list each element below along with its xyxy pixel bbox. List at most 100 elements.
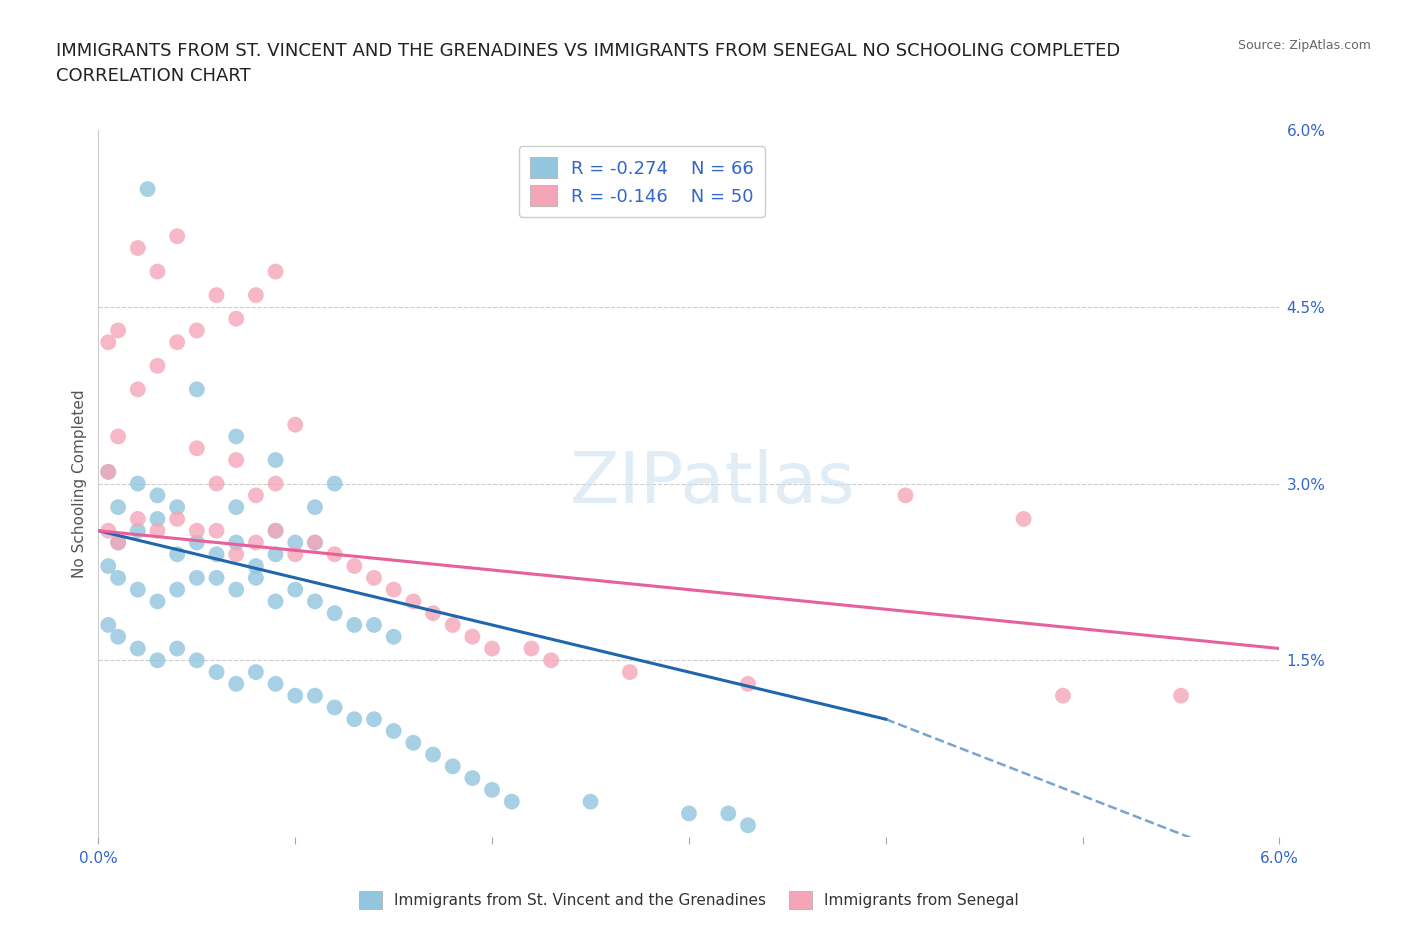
Point (343, 618, 366, 632)
Point (107, 630, 129, 644)
Point (245, 488, 267, 503)
Point (1052, 688, 1074, 703)
Point (304, 594, 326, 609)
Point (107, 499, 129, 514)
Point (186, 441, 208, 456)
Point (245, 570, 267, 585)
Point (304, 535, 326, 550)
Point (1170, 688, 1192, 703)
Point (146, 594, 169, 609)
Point (146, 524, 169, 538)
Point (97, 618, 120, 632)
Point (245, 287, 267, 302)
Point (127, 241, 149, 256)
Point (166, 582, 188, 597)
Point (146, 653, 169, 668)
Point (284, 582, 307, 597)
Point (717, 806, 740, 821)
Point (225, 429, 247, 444)
Point (166, 641, 188, 656)
Point (166, 547, 188, 562)
Point (107, 323, 129, 338)
Point (284, 418, 307, 432)
Point (264, 453, 287, 468)
Point (186, 323, 208, 338)
Point (382, 582, 405, 597)
Point (225, 535, 247, 550)
Point (127, 476, 149, 491)
Point (136, 181, 159, 196)
Y-axis label: No Schooling Completed: No Schooling Completed (72, 390, 87, 578)
Point (205, 570, 228, 585)
Point (323, 700, 346, 715)
Point (304, 499, 326, 514)
Point (363, 570, 385, 585)
Point (205, 476, 228, 491)
Point (264, 547, 287, 562)
Text: Source: ZipAtlas.com: Source: ZipAtlas.com (1237, 39, 1371, 52)
Point (186, 382, 208, 397)
Point (402, 736, 425, 751)
Point (225, 312, 247, 326)
Point (264, 476, 287, 491)
Point (245, 535, 267, 550)
Point (363, 618, 385, 632)
Point (127, 512, 149, 526)
Point (146, 488, 169, 503)
Point (127, 641, 149, 656)
Point (264, 676, 287, 691)
Point (186, 524, 208, 538)
Point (225, 453, 247, 468)
Point (97, 464, 120, 479)
Point (186, 653, 208, 668)
Point (894, 488, 917, 503)
Point (619, 665, 641, 680)
Point (284, 688, 307, 703)
Point (205, 547, 228, 562)
Point (264, 264, 287, 279)
Text: ZIPatlas: ZIPatlas (569, 449, 855, 518)
Point (97, 524, 120, 538)
Point (107, 429, 129, 444)
Point (146, 358, 169, 373)
Point (205, 524, 228, 538)
Point (323, 476, 346, 491)
Point (461, 771, 484, 786)
Point (225, 499, 247, 514)
Point (166, 335, 188, 350)
Legend: Immigrants from St. Vincent and the Grenadines, Immigrants from Senegal: Immigrants from St. Vincent and the Gren… (353, 885, 1025, 915)
Point (205, 287, 228, 302)
Point (501, 794, 523, 809)
Point (737, 817, 759, 832)
Point (382, 724, 405, 738)
Point (245, 665, 267, 680)
Point (107, 535, 129, 550)
Point (225, 676, 247, 691)
Point (245, 559, 267, 574)
Point (264, 524, 287, 538)
Legend: R = -0.274    N = 66, R = -0.146    N = 50: R = -0.274 N = 66, R = -0.146 N = 50 (519, 146, 765, 217)
Point (422, 747, 444, 762)
Point (127, 582, 149, 597)
Point (264, 594, 287, 609)
Point (186, 535, 208, 550)
Point (186, 570, 208, 585)
Point (343, 559, 366, 574)
Point (737, 676, 759, 691)
Point (107, 535, 129, 550)
Point (166, 229, 188, 244)
Point (205, 665, 228, 680)
Point (343, 711, 366, 726)
Point (107, 570, 129, 585)
Point (225, 547, 247, 562)
Point (97, 464, 120, 479)
Point (284, 535, 307, 550)
Point (323, 547, 346, 562)
Point (284, 547, 307, 562)
Point (127, 382, 149, 397)
Point (422, 605, 444, 620)
Point (461, 630, 484, 644)
Point (579, 794, 602, 809)
Point (402, 594, 425, 609)
Point (382, 630, 405, 644)
